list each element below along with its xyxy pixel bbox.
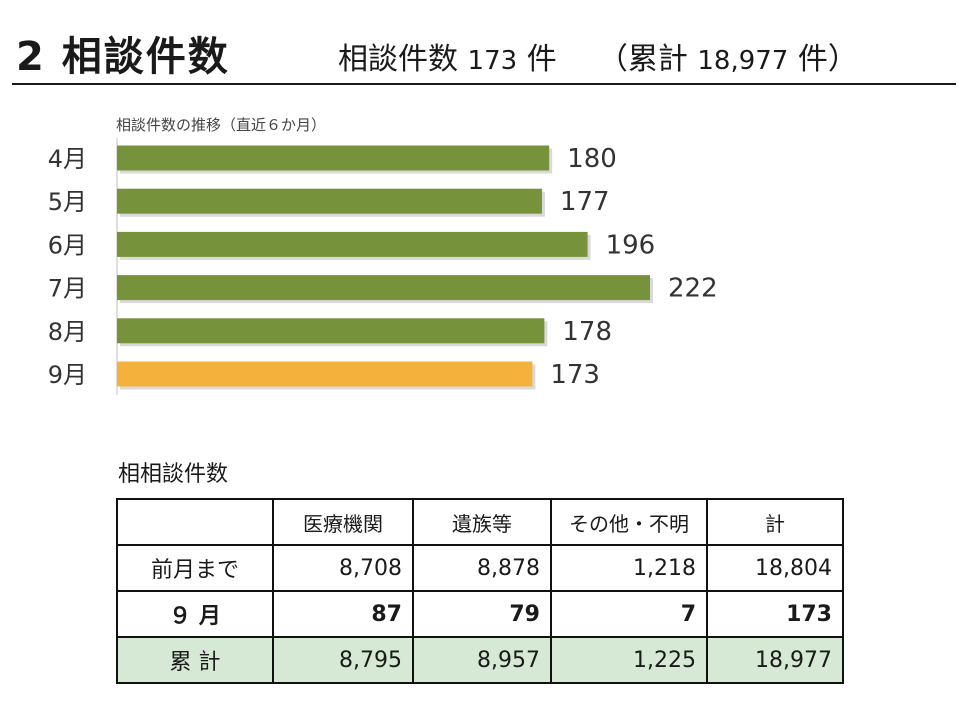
value-label: 178: [562, 317, 612, 347]
table-header-cell: [116, 498, 274, 546]
table-row-total: 累 計 8,795 8,957 1,225 18,977: [116, 636, 844, 684]
table-header-cell: 遺族等: [412, 498, 552, 546]
table-header-cell: 計: [706, 498, 844, 546]
cumulative-unit: 件）: [797, 42, 858, 77]
category-label: 5月: [48, 188, 87, 216]
category-label: 8月: [48, 318, 87, 346]
subtitle-label: 相談件数: [338, 42, 458, 77]
value-label: 222: [668, 274, 718, 304]
table-cell: 1,225: [550, 636, 708, 684]
table-row: ９ 月 87 79 7 173: [116, 590, 844, 638]
bar-3: [117, 231, 588, 257]
table-header-cell: 医療機関: [272, 498, 414, 546]
table-cell: 18,977: [706, 636, 844, 684]
bar-5: [117, 318, 545, 344]
cumulative-count: 18,977: [697, 46, 789, 76]
table-header-cell: その他・不明: [550, 498, 708, 546]
value-label: 196: [606, 230, 656, 260]
table-caption: 相相談件数: [118, 462, 229, 487]
value-label: 177: [560, 187, 610, 217]
consultation-table: 医療機関 遺族等 その他・不明 計 前月まで 8,708 8,878 1,218…: [116, 498, 844, 684]
bar-chart: 4月 180 5月 177 6月 196 7月 222 8月 178 9月 173: [48, 138, 718, 395]
bar-2: [117, 188, 542, 214]
page-subtitle: 相談件数 173 件 （累計 18,977 件）: [338, 34, 858, 78]
bar-6: [117, 361, 533, 387]
bar-1: [117, 145, 550, 171]
category-label: 9月: [48, 361, 87, 389]
subtitle-unit: 件: [526, 42, 557, 77]
cumulative-label: （累計: [597, 42, 688, 77]
category-label: 4月: [48, 145, 87, 173]
table-cell: 18,804: [706, 544, 844, 592]
table-cell: 173: [706, 590, 844, 638]
row-label: 累 計: [116, 636, 274, 684]
category-label: 6月: [48, 231, 87, 259]
value-label: 180: [567, 144, 617, 174]
table-cell: 8,795: [272, 636, 414, 684]
chart-title: 相談件数の推移（直近６か月）: [116, 116, 327, 134]
header-divider: [12, 83, 956, 85]
value-label: 173: [550, 360, 600, 390]
table-header-row: 医療機関 遺族等 その他・不明 計: [116, 498, 844, 546]
table-row: 前月まで 8,708 8,878 1,218 18,804: [116, 544, 844, 592]
bar-4: [117, 275, 650, 301]
table-cell: 87: [272, 590, 414, 638]
table-cell: 8,708: [272, 544, 414, 592]
row-label: 前月まで: [116, 544, 274, 592]
table-cell: 79: [412, 590, 552, 638]
row-label: ９ 月: [116, 590, 274, 638]
table-cell: 8,957: [412, 636, 552, 684]
table-cell: 1,218: [550, 544, 708, 592]
category-label: 7月: [48, 275, 87, 303]
subtitle-count: 173: [467, 46, 518, 76]
table-cell: 7: [550, 590, 708, 638]
table-cell: 8,878: [412, 544, 552, 592]
page-title: 2 相談件数: [16, 34, 230, 80]
page-header: 2 相談件数 相談件数 173 件 （累計 18,977 件）: [0, 0, 960, 90]
